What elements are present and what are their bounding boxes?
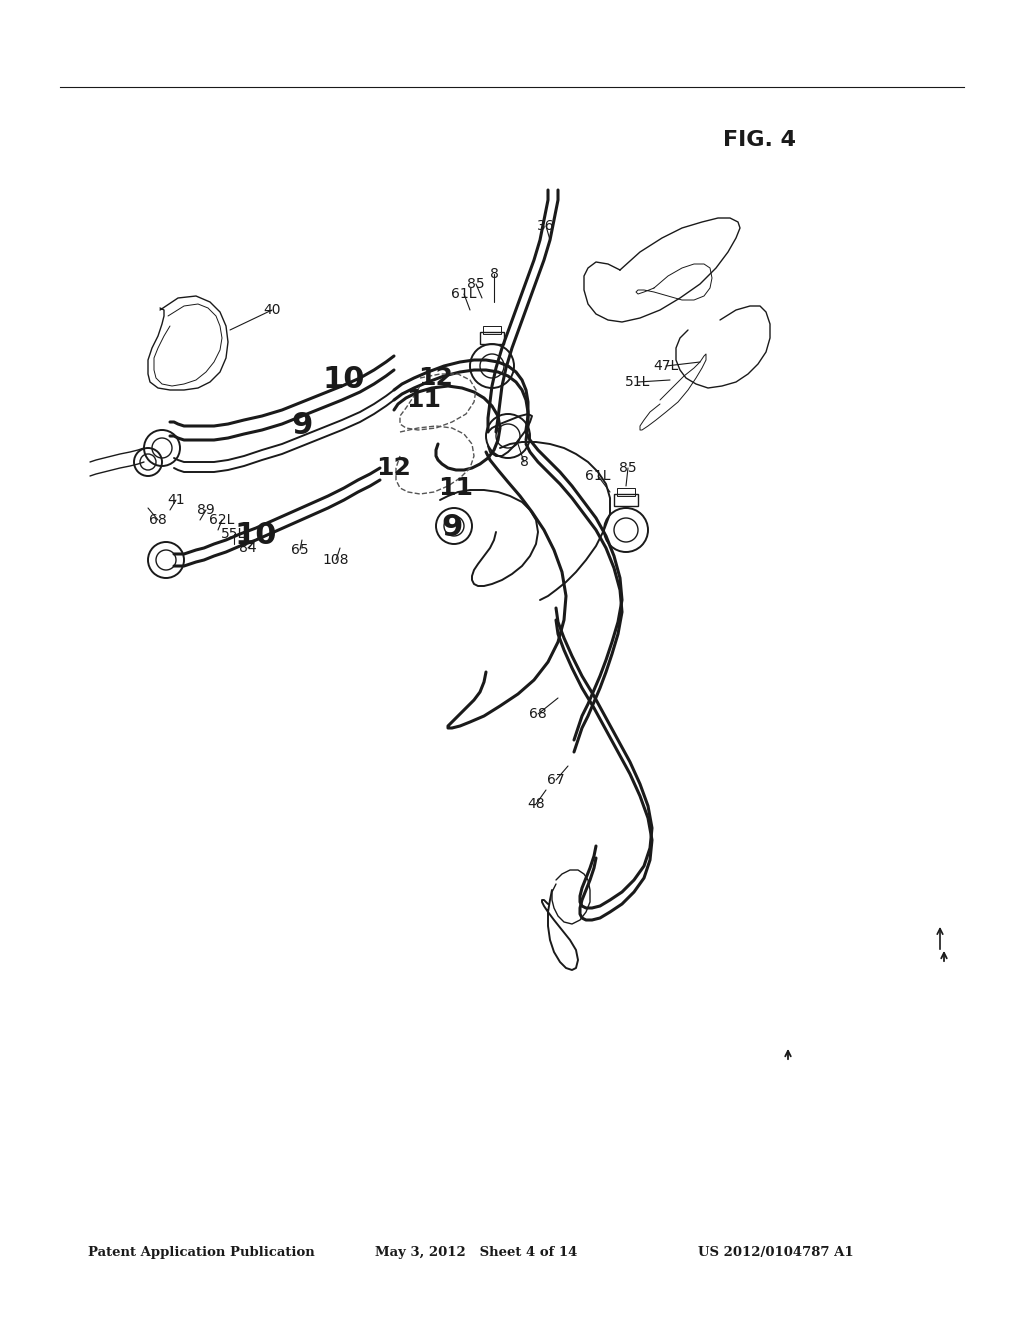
Text: May 3, 2012   Sheet 4 of 14: May 3, 2012 Sheet 4 of 14 (375, 1246, 578, 1258)
Text: 67: 67 (547, 774, 565, 787)
Bar (483, 326, 501, 334)
Text: 89: 89 (198, 503, 215, 517)
Text: 61L: 61L (586, 469, 610, 483)
Bar (480, 333, 504, 345)
Text: 47L: 47L (653, 359, 679, 374)
Text: 10: 10 (323, 366, 366, 395)
Text: 51L: 51L (626, 375, 650, 389)
Bar (614, 494, 638, 506)
Text: 108: 108 (323, 553, 349, 568)
Text: 9: 9 (441, 513, 463, 543)
Text: 40: 40 (263, 304, 281, 317)
Text: 85: 85 (620, 461, 637, 475)
Text: 9: 9 (291, 412, 312, 441)
Text: 61L: 61L (452, 286, 477, 301)
Text: 55L: 55L (221, 527, 247, 541)
Text: 48: 48 (527, 797, 545, 810)
Text: 11: 11 (407, 388, 441, 412)
Text: 8: 8 (489, 267, 499, 281)
Text: 8: 8 (519, 455, 528, 469)
Text: 62L: 62L (209, 513, 234, 527)
Text: 65: 65 (291, 543, 309, 557)
Text: 68: 68 (529, 708, 547, 721)
Text: 84: 84 (240, 541, 257, 554)
Text: 11: 11 (438, 477, 473, 500)
Text: 41: 41 (167, 492, 184, 507)
Text: FIG. 4: FIG. 4 (723, 129, 797, 150)
Text: Patent Application Publication: Patent Application Publication (88, 1246, 314, 1258)
Text: 12: 12 (419, 366, 454, 389)
Text: US 2012/0104787 A1: US 2012/0104787 A1 (698, 1246, 854, 1258)
Text: 36: 36 (538, 219, 555, 234)
Text: 68: 68 (150, 513, 167, 527)
Text: 85: 85 (467, 277, 484, 290)
Bar (617, 488, 635, 496)
Text: 12: 12 (377, 455, 412, 480)
Text: 10: 10 (234, 521, 278, 550)
